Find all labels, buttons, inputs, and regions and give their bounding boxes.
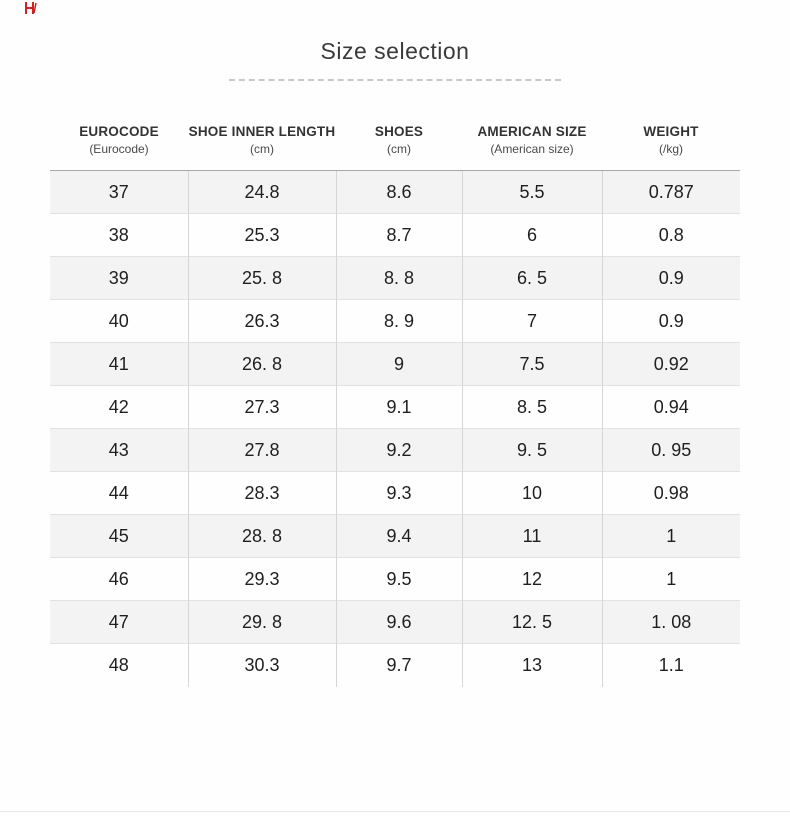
- table-cell: 5.5: [462, 170, 603, 214]
- table-cell: 1: [602, 557, 740, 601]
- table-row: 43 27.8 9.2 9. 5 0. 95: [50, 428, 740, 472]
- table-cell: 38: [50, 213, 189, 257]
- table-cell: 29. 8: [188, 600, 337, 644]
- table-cell: 0.787: [648, 181, 694, 202]
- column-header: EUROCODE (Eurocode): [50, 118, 188, 171]
- table-cell: 9.1: [336, 385, 463, 429]
- table-row: 45 28. 8 9.4 11 1: [50, 514, 740, 558]
- table-row: 39 25. 8 8. 8 6. 5 0.9: [50, 256, 740, 300]
- table-cell: 26.3: [188, 299, 337, 343]
- table-row: 38 25.3 8.7 6 0.8: [50, 213, 740, 257]
- title-dashed-divider: [229, 79, 561, 81]
- table-cell: 8. 9: [336, 299, 463, 343]
- table-cell: 30.3: [188, 643, 337, 687]
- table-cell: 24.8: [188, 170, 337, 214]
- table-cell: 46: [50, 557, 189, 601]
- table-cell: 0.92: [602, 342, 740, 386]
- table-cell: 1. 08: [602, 600, 740, 644]
- page-title: Size selection: [320, 38, 470, 64]
- table-row: 42 27.3 9.1 8. 5 0.94: [50, 385, 740, 429]
- table-cell: 40: [50, 299, 189, 343]
- table-cell: 9.4: [336, 514, 463, 558]
- column-label: WEIGHT: [643, 124, 699, 139]
- column-label: EUROCODE: [79, 124, 159, 139]
- table-row: 44 28.3 9.3 10 0.98: [50, 471, 740, 515]
- header-row: EUROCODE (Eurocode) SHOE INNER LENGTH (cm) S…: [50, 118, 740, 171]
- table-cell: 8. 8: [336, 256, 463, 300]
- table-row: 40 26.3 8. 9 7 0.9: [50, 299, 740, 343]
- table-cell: 37: [50, 170, 189, 214]
- table-cell: 42: [50, 385, 189, 429]
- column-label: SHOES: [374, 124, 424, 139]
- column-header: AMERICAN SIZE (American size): [462, 118, 602, 171]
- table-cell: 26. 8: [188, 342, 337, 386]
- table-cell: 0.9: [602, 299, 740, 343]
- table-cell: 13: [462, 643, 603, 687]
- table-cell: 9.7: [336, 643, 463, 687]
- table-row: 46 29.3 9.5 12 1: [50, 557, 740, 601]
- table-row: 48 30.3 9.7 13 1.1: [50, 643, 740, 687]
- table-cell: 1: [602, 514, 740, 558]
- table-cell: 6: [462, 213, 603, 257]
- table-cell: 0.9: [602, 256, 740, 300]
- column-sublabel: (cm): [250, 142, 274, 156]
- table-cell: 0.94: [602, 385, 740, 429]
- table-cell: 45: [50, 514, 189, 558]
- size-table: EUROCODE (Eurocode) SHOE INNER LENGTH (cm) S…: [50, 118, 740, 687]
- table-cell: 8.7: [336, 213, 463, 257]
- table-cell: 29.3: [188, 557, 337, 601]
- bottom-divider: [0, 811, 790, 812]
- table-cell: 28. 8: [188, 514, 337, 558]
- table-row: 37 24.8 8.6 5.5 0.787: [50, 170, 740, 214]
- column-sublabel: (American size): [490, 142, 574, 156]
- column-label: AMERICAN SIZE: [477, 124, 587, 139]
- table-cell: 27.8: [188, 428, 337, 472]
- table-cell: 47: [50, 600, 189, 644]
- table-cell: 8. 5: [462, 385, 603, 429]
- table-cell: 28.3: [188, 471, 337, 515]
- table-cell: 9.3: [336, 471, 463, 515]
- table-cell: 7: [462, 299, 603, 343]
- column-header: SHOE INNER LENGTH (cm): [188, 118, 336, 171]
- size-table-body: 37 24.8 8.6 5.5 0.787 38 25.3 8.7 6 0.8 39 25. 8 8. …: [50, 170, 740, 687]
- table-cell: 0.8: [602, 213, 740, 257]
- column-header: SHOES (cm): [336, 118, 462, 171]
- table-row: 47 29. 8 9.6 12. 5 1. 08: [50, 600, 740, 644]
- table-cell: 9: [336, 342, 463, 386]
- column-sublabel: (/kg): [659, 142, 683, 156]
- table-cell: 48: [50, 643, 189, 687]
- cropped-red-mark-icon: [25, 2, 37, 14]
- table-cell: 9. 5: [462, 428, 603, 472]
- table-cell: 39: [50, 256, 189, 300]
- column-sublabel: (cm): [387, 142, 411, 156]
- table-cell: 11: [462, 514, 603, 558]
- table-row: 41 26. 8 9 7.5 0.92: [50, 342, 740, 386]
- table-cell: 9.6: [336, 600, 463, 644]
- table-cell: 12: [462, 557, 603, 601]
- column-header: WEIGHT (/kg): [602, 118, 740, 171]
- size-table-head: EUROCODE (Eurocode) SHOE INNER LENGTH (cm) S…: [50, 118, 740, 171]
- table-cell: 0.98: [602, 471, 740, 515]
- table-cell: 9.2: [336, 428, 463, 472]
- table-cell: 43: [50, 428, 189, 472]
- table-cell: 9.5: [336, 557, 463, 601]
- column-sublabel: (Eurocode): [89, 142, 149, 156]
- table-cell: 1.1: [602, 643, 740, 687]
- table-cell: 6. 5: [462, 256, 603, 300]
- table-cell: 44: [50, 471, 189, 515]
- table-cell: 41: [50, 342, 189, 386]
- table-cell: 0. 95: [602, 428, 740, 472]
- title-block: Size selection: [0, 0, 790, 81]
- column-label: SHOE INNER LENGTH: [188, 124, 336, 139]
- table-cell: 7.5: [462, 342, 603, 386]
- table-cell: 27.3: [188, 385, 337, 429]
- table-cell: 8.6: [336, 170, 463, 214]
- table-cell: 10: [462, 471, 603, 515]
- table-cell: 12. 5: [462, 600, 603, 644]
- table-cell: 25. 8: [188, 256, 337, 300]
- table-cell: 25.3: [188, 213, 337, 257]
